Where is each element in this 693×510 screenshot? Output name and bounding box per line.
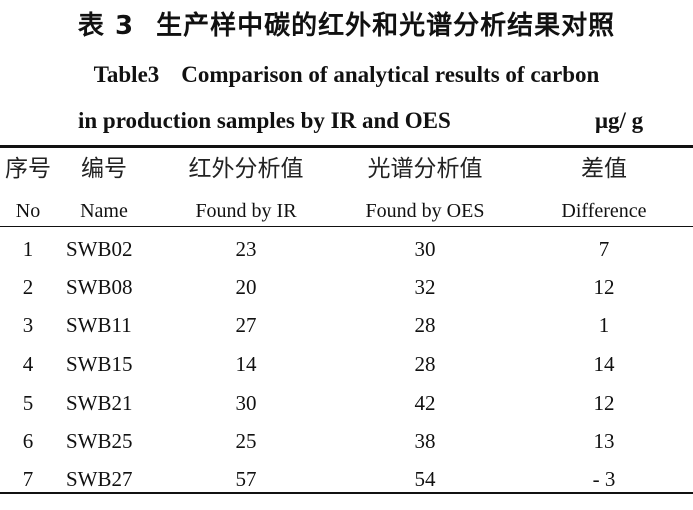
cell-ir: 14 (235, 352, 257, 376)
cell-name: SWB25 (66, 429, 133, 453)
header-cn-difference: 差值 (581, 156, 627, 182)
cell-difference: 12 (593, 391, 615, 415)
table-row: 5 SWB21 30 42 12 (0, 388, 693, 418)
cell-ir: 23 (235, 237, 257, 261)
header-en-no: No (15, 200, 41, 222)
cell-no: 7 (22, 467, 34, 491)
cell-ir: 57 (235, 467, 257, 491)
table-title-en-line2: in production samples by IR and OES (78, 108, 451, 133)
cell-oes: 28 (414, 352, 436, 376)
header-cn-ir: 红外分析值 (188, 156, 304, 182)
cell-oes: 32 (414, 275, 436, 299)
cell-name: SWB08 (66, 275, 133, 299)
cell-ir: 30 (235, 391, 257, 415)
cell-no: 4 (22, 352, 34, 376)
cell-oes: 54 (414, 467, 436, 491)
cell-no: 3 (22, 313, 34, 337)
cell-name: SWB11 (66, 313, 132, 337)
header-en-ir: Found by IR (195, 200, 297, 222)
table-number-cn: 表 3 (77, 11, 135, 41)
cell-no: 6 (22, 429, 34, 453)
table-row: 4 SWB15 14 28 14 (0, 349, 693, 379)
cell-no: 5 (22, 391, 34, 415)
cell-difference: 12 (593, 275, 615, 299)
cell-oes: 28 (414, 313, 436, 337)
table-header-rule (0, 226, 693, 227)
table-top-rule (0, 145, 693, 148)
table-row: 3 SWB11 27 28 1 (0, 310, 693, 340)
table-caption-en-line1: Table3 Comparison of analytical results o… (0, 60, 693, 90)
cell-name: SWB02 (66, 237, 133, 261)
cell-difference: 1 (598, 313, 610, 337)
header-en-oes: Found by OES (365, 200, 485, 222)
cell-no: 1 (22, 237, 34, 261)
cell-difference: 13 (593, 429, 615, 453)
table-row: 7 SWB27 57 54 - 3 (0, 464, 693, 494)
table-row: 6 SWB25 25 38 13 (0, 426, 693, 456)
header-cn-no: 序号 (5, 156, 51, 182)
cell-no: 2 (22, 275, 34, 299)
cell-oes: 38 (414, 429, 436, 453)
cell-oes: 30 (414, 237, 436, 261)
cell-difference: - 3 (592, 467, 616, 491)
table-bottom-rule (0, 492, 693, 494)
cell-difference: 7 (598, 237, 610, 261)
cell-difference: 14 (593, 352, 615, 376)
cell-name: SWB21 (66, 391, 133, 415)
table-unit: μg/ g (595, 108, 644, 133)
table-title-cn: 生产样中碳的红外和光谱分析结果对照 (156, 11, 616, 41)
cell-name: SWB27 (66, 467, 133, 491)
table-title-en-line1: Comparison of analytical results of carb… (181, 62, 600, 87)
table-label-en: Table3 (93, 62, 160, 87)
table-caption-cn: 表 3 生产样中碳的红外和光谱分析结果对照 (0, 8, 693, 44)
cell-ir: 25 (235, 429, 257, 453)
header-cn-name: 编号 (81, 156, 127, 182)
cell-oes: 42 (414, 391, 436, 415)
header-en-name: Name (80, 200, 128, 222)
cell-ir: 20 (235, 275, 257, 299)
table-row: 1 SWB02 23 30 7 (0, 234, 693, 264)
table-row: 2 SWB08 20 32 12 (0, 272, 693, 302)
cell-name: SWB15 (66, 352, 133, 376)
header-en-difference: Difference (561, 200, 647, 222)
cell-ir: 27 (235, 313, 257, 337)
header-cn-oes: 光谱分析值 (367, 156, 483, 182)
